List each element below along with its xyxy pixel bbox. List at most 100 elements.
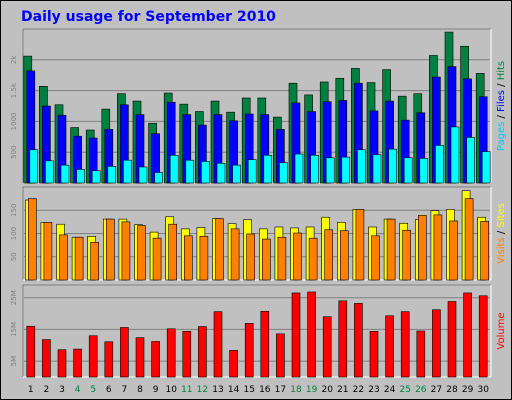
bar-volume-day-17: [276, 333, 285, 378]
x-tick-label-day-3: 3: [59, 385, 65, 395]
x-tick-label-day-21: 21: [337, 385, 348, 395]
side-label-visits: Visits / Sites: [496, 203, 507, 264]
bar-pages-day-23: [372, 154, 382, 184]
bar-pages-day-9: [154, 172, 163, 184]
x-tick-label-day-11: 11: [181, 385, 192, 395]
bar-pages-day-4: [76, 169, 85, 184]
bar-visits-day-14: [230, 228, 240, 281]
chart-title: Daily usage for September 2010: [21, 9, 276, 25]
y-tick-label-hits: 2k: [10, 55, 18, 64]
bar-volume-day-16: [260, 311, 270, 378]
panel-hits-area: [23, 29, 491, 183]
x-tick-label-day-28: 28: [446, 385, 458, 395]
bar-visits-day-27: [433, 214, 443, 281]
bar-visits-day-7: [121, 221, 131, 281]
bar-volume-day-30: [478, 295, 488, 378]
bar-pages-day-25: [403, 157, 413, 184]
bar-pages-day-8: [138, 166, 148, 184]
bar-visits-day-18: [293, 232, 302, 281]
bar-volume-day-15: [244, 323, 254, 378]
x-tick-label-day-26: 26: [415, 385, 427, 395]
bar-volume-day-21: [338, 300, 348, 378]
bar-pages-day-16: [263, 154, 273, 184]
bar-volume-day-26: [416, 330, 426, 378]
y-tick-label-visits: 50: [10, 252, 18, 261]
bar-volume-day-6: [104, 341, 114, 378]
bar-volume-day-29: [463, 292, 472, 378]
side-label-part: Volume: [496, 312, 507, 349]
bar-visits-day-13: [215, 218, 224, 281]
x-tick-label-day-7: 7: [122, 385, 128, 395]
y-tick-label-hits: 1.5k: [10, 82, 18, 98]
x-tick-label-day-4: 4: [75, 385, 81, 395]
bar-pages-day-28: [450, 126, 460, 184]
side-label-part: /: [496, 80, 507, 90]
side-label-part: /: [496, 112, 507, 122]
bar-visits-day-19: [308, 237, 318, 281]
bar-volume-day-28: [447, 301, 457, 378]
bar-pages-day-2: [45, 160, 54, 184]
bar-volume-day-23: [369, 331, 379, 378]
bar-volume-day-20: [322, 316, 332, 378]
bar-volume-day-4: [73, 348, 82, 378]
x-tick-label-day-2: 2: [44, 385, 50, 395]
bar-pages-day-7: [123, 159, 132, 184]
bar-pages-day-18: [294, 153, 304, 184]
x-tick-label-day-23: 23: [368, 385, 379, 395]
x-tick-label-day-18: 18: [290, 385, 302, 395]
bar-visits-day-21: [339, 230, 349, 281]
bar-visits-day-30: [480, 221, 490, 281]
bar-volume-day-22: [354, 303, 363, 378]
bar-pages-day-29: [466, 137, 475, 184]
x-tick-label-day-9: 9: [153, 385, 159, 395]
x-tick-label-day-10: 10: [165, 385, 177, 395]
x-tick-label-day-15: 15: [243, 385, 254, 395]
bar-pages-day-12: [201, 161, 210, 184]
side-label-part: Visits: [496, 237, 507, 264]
side-label-part: Pages: [496, 122, 507, 151]
bar-volume-day-24: [385, 315, 394, 378]
y-tick-label-volume: 15M: [10, 322, 18, 337]
bar-volume-day-25: [400, 311, 410, 378]
x-tick-label-day-14: 14: [228, 385, 240, 395]
x-tick-label-day-8: 8: [137, 385, 143, 395]
bar-visits-day-29: [464, 198, 474, 281]
bar-visits-day-5: [90, 242, 99, 281]
bar-visits-day-12: [199, 235, 209, 281]
y-tick-label-hits: 1000: [10, 112, 18, 130]
side-label-hits: Pages / Files / Hits: [496, 61, 507, 151]
bar-pages-day-10: [169, 154, 179, 184]
x-tick-label-day-22: 22: [353, 385, 364, 395]
bar-volume-day-18: [291, 292, 301, 378]
bar-visits-day-22: [355, 209, 365, 281]
bar-pages-day-3: [60, 164, 70, 184]
bar-visits-day-16: [261, 238, 271, 281]
bar-visits-day-4: [74, 236, 84, 281]
x-tick-label-day-24: 24: [384, 385, 396, 395]
bar-pages-day-14: [232, 164, 241, 184]
panel-volume-area: [23, 285, 491, 377]
bar-visits-day-11: [184, 235, 193, 281]
x-tick-label-day-12: 12: [197, 385, 208, 395]
y-tick-label-volume: 25M: [10, 290, 18, 305]
x-tick-label-day-30: 30: [477, 385, 489, 395]
x-tick-label-day-27: 27: [431, 385, 442, 395]
x-tick-label-day-29: 29: [462, 385, 474, 395]
bar-pages-day-11: [185, 159, 195, 184]
bar-pages-day-30: [481, 151, 491, 184]
x-tick-label-day-20: 20: [321, 385, 333, 395]
bar-visits-day-24: [386, 218, 396, 281]
side-label-part: Hits: [496, 61, 507, 80]
bar-visits-day-25: [402, 229, 412, 281]
bar-volume-day-3: [57, 349, 67, 378]
y-tick-label-visits: 100: [10, 227, 18, 240]
bar-pages-day-27: [435, 145, 444, 184]
bar-pages-day-20: [325, 157, 335, 184]
x-tick-label-day-6: 6: [106, 385, 112, 395]
bar-visits-day-3: [59, 234, 68, 281]
bar-visits-day-23: [371, 235, 380, 281]
bar-pages-day-19: [310, 154, 319, 184]
bar-visits-day-15: [246, 233, 255, 281]
bar-volume-day-14: [229, 350, 238, 378]
